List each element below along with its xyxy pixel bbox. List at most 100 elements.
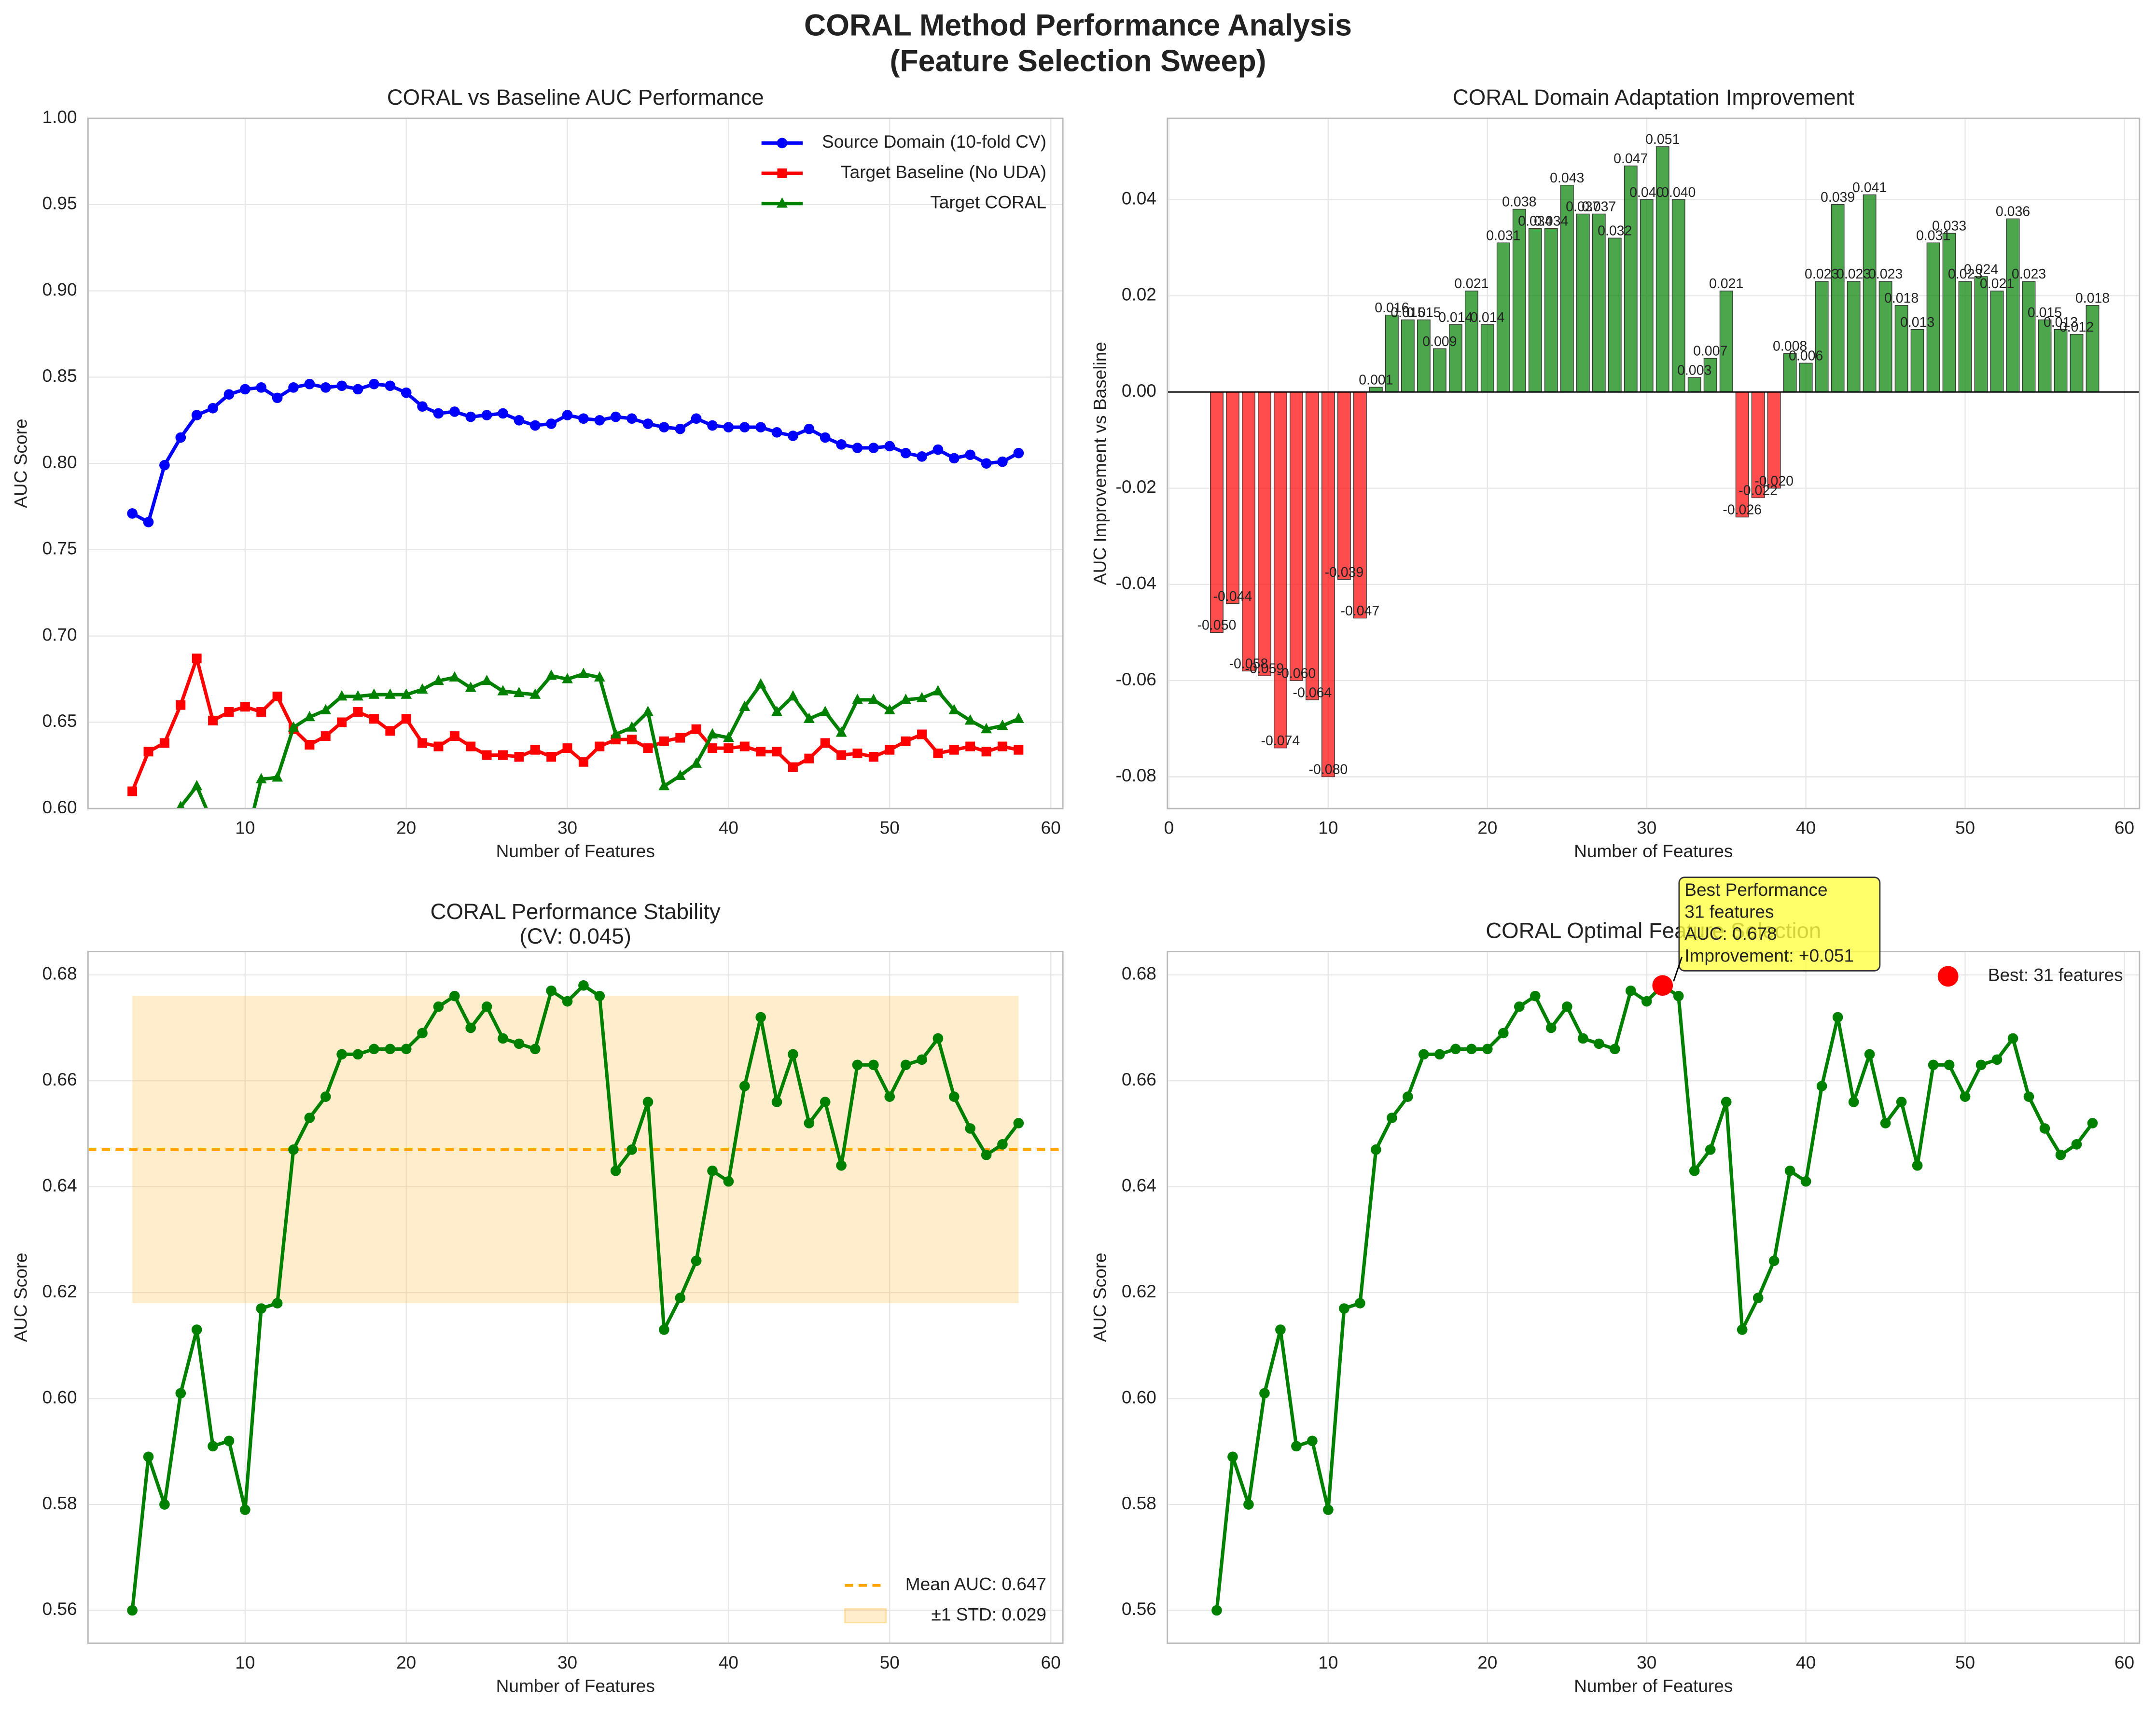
marker bbox=[337, 717, 347, 727]
marker bbox=[223, 389, 235, 400]
bar-value-label: 0.023 bbox=[1948, 266, 1982, 282]
bar bbox=[1687, 377, 1701, 392]
bar bbox=[1305, 391, 1319, 700]
bar bbox=[1258, 391, 1271, 676]
marker bbox=[223, 1435, 235, 1447]
y-tick-label: 0.60 bbox=[1122, 1387, 1156, 1407]
bar-value-label: 0.051 bbox=[1645, 132, 1680, 147]
marker bbox=[529, 688, 541, 699]
y-tick-label: 0.66 bbox=[42, 1069, 77, 1089]
marker bbox=[159, 1499, 170, 1510]
plot-area bbox=[88, 118, 1063, 809]
marker bbox=[948, 704, 960, 714]
bar bbox=[1353, 391, 1367, 619]
marker bbox=[320, 1091, 331, 1102]
plot-area bbox=[88, 951, 1063, 1643]
bar bbox=[2070, 334, 2084, 392]
bar bbox=[1242, 391, 1255, 671]
marker bbox=[675, 423, 686, 434]
marker bbox=[707, 420, 718, 431]
y-tick-label: -0.08 bbox=[1116, 765, 1156, 785]
marker bbox=[1450, 1044, 1461, 1055]
marker bbox=[659, 422, 669, 432]
marker bbox=[385, 380, 396, 391]
bar-value-label: -0.060 bbox=[1277, 666, 1316, 681]
marker bbox=[933, 748, 943, 758]
bar-value-label: 0.012 bbox=[2059, 320, 2094, 335]
bar bbox=[1226, 391, 1239, 604]
x-tick-label: 40 bbox=[1796, 1652, 1816, 1672]
x-axis-label: Number of Features bbox=[496, 1675, 655, 1696]
x-tick-label: 30 bbox=[557, 1652, 577, 1672]
marker bbox=[1991, 1054, 2003, 1065]
plot-area bbox=[1167, 118, 2140, 809]
bar-value-label: -0.058 bbox=[1229, 656, 1268, 671]
marker bbox=[401, 1044, 412, 1055]
marker bbox=[932, 1033, 944, 1044]
y-tick-label: 0.04 bbox=[1122, 188, 1156, 208]
bar bbox=[2006, 218, 2020, 392]
marker bbox=[755, 678, 766, 689]
marker bbox=[595, 741, 605, 752]
bar bbox=[1703, 358, 1717, 392]
marker bbox=[578, 980, 589, 991]
marker bbox=[514, 415, 525, 426]
marker bbox=[948, 1091, 960, 1102]
bar-value-label: 0.031 bbox=[1916, 228, 1950, 244]
bar bbox=[2086, 305, 2100, 392]
marker bbox=[256, 382, 267, 393]
marker bbox=[948, 453, 960, 464]
bar-value-label: -0.044 bbox=[1213, 589, 1252, 604]
bar-value-label: 0.014 bbox=[1438, 310, 1473, 325]
marker bbox=[562, 673, 573, 683]
marker bbox=[336, 380, 347, 391]
marker bbox=[804, 753, 814, 764]
marker bbox=[433, 674, 444, 685]
marker bbox=[852, 694, 863, 704]
marker bbox=[240, 702, 250, 712]
y-tick-label: 0.02 bbox=[1122, 284, 1156, 305]
best-point bbox=[1652, 975, 1673, 996]
legend-label: Target CORAL bbox=[930, 192, 1046, 212]
bar bbox=[1592, 213, 1606, 392]
bar-value-label: 0.021 bbox=[1454, 276, 1488, 292]
bar-value-label: 0.015 bbox=[1391, 305, 1425, 320]
marker bbox=[997, 741, 1007, 752]
marker bbox=[626, 1144, 637, 1155]
marker bbox=[932, 685, 944, 696]
bar-value-label: -0.080 bbox=[1309, 762, 1348, 778]
marker bbox=[1753, 1293, 1764, 1303]
marker bbox=[513, 686, 525, 697]
marker bbox=[304, 710, 315, 722]
marker bbox=[1960, 1091, 1971, 1102]
y-tick-label: 0.68 bbox=[42, 963, 77, 984]
marker bbox=[885, 745, 895, 755]
marker bbox=[1705, 1144, 1716, 1155]
bar-value-label: 0.031 bbox=[1486, 228, 1520, 244]
bar-value-label: 0.023 bbox=[1868, 266, 1903, 282]
bar bbox=[1448, 324, 1462, 392]
marker bbox=[578, 757, 588, 767]
bar-value-label: 0.024 bbox=[1964, 262, 1998, 277]
bar bbox=[1544, 228, 1558, 392]
bar bbox=[1863, 194, 1877, 392]
marker bbox=[417, 738, 428, 748]
marker bbox=[1013, 712, 1024, 723]
marker bbox=[836, 439, 847, 450]
marker bbox=[159, 459, 170, 471]
marker bbox=[626, 413, 637, 424]
bar-value-label: 0.047 bbox=[1614, 151, 1648, 167]
marker bbox=[1784, 1165, 1795, 1176]
marker bbox=[240, 384, 250, 395]
x-tick-label: 40 bbox=[719, 818, 738, 838]
marker bbox=[965, 741, 975, 752]
x-tick-label: 20 bbox=[396, 1652, 416, 1672]
marker bbox=[836, 750, 847, 760]
marker bbox=[368, 688, 380, 699]
marker bbox=[1434, 1049, 1445, 1060]
marker bbox=[675, 733, 685, 743]
marker bbox=[562, 743, 572, 753]
marker bbox=[1259, 1388, 1270, 1399]
marker bbox=[965, 449, 976, 460]
marker bbox=[820, 738, 830, 748]
